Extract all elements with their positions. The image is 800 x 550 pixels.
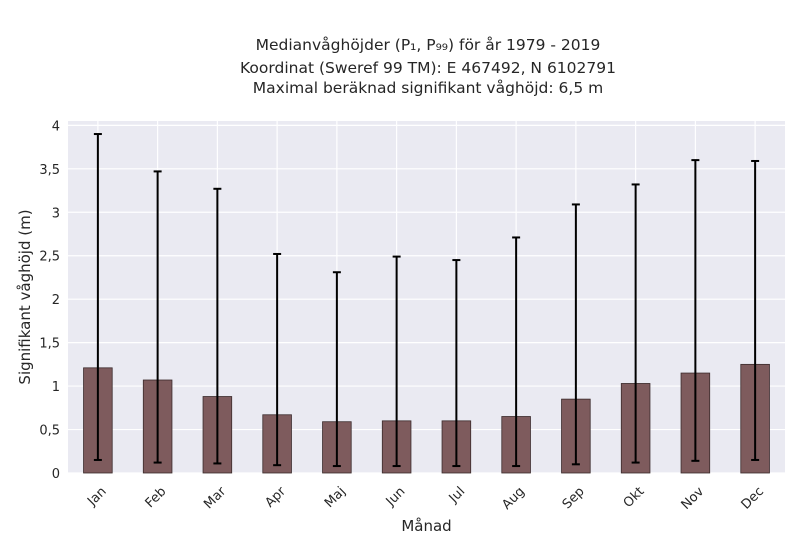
plot-area: [68, 121, 785, 473]
y-tick-label: 3,5: [39, 163, 60, 178]
x-tick-label: Feb: [143, 484, 170, 511]
x-tick-label: Mar: [201, 484, 229, 512]
x-tick-label: Jan: [84, 484, 109, 509]
x-tick-label: Jun: [383, 484, 409, 510]
y-tick-label: 4: [52, 119, 60, 134]
x-tick-label: Apr: [262, 484, 289, 511]
errorbar-series: [93, 133, 760, 468]
y-tick-label: 1: [52, 380, 60, 395]
y-gridlines: [68, 124, 785, 474]
chart-title-line-1: Medianvåghöjder (P₁, P₉₉) för år 1979 - …: [255, 36, 601, 54]
x-tick-label: Aug: [499, 484, 528, 513]
y-tick-labels: 0 0,5 1 1,5 2 2,5 3 3,5 4: [39, 119, 60, 482]
x-tick-label: Jul: [446, 484, 468, 506]
chart-title-line-3: Maximal beräknad signifikant våghöjd: 6,…: [252, 79, 604, 97]
y-axis-label: Signifikant våghöjd (m): [16, 209, 34, 384]
y-tick-label: 0,5: [39, 424, 60, 439]
x-axis-label: Månad: [401, 517, 451, 535]
y-tick-label: 2: [52, 293, 60, 308]
x-tick-label: Okt: [621, 484, 648, 511]
x-tick-label: Nov: [679, 484, 708, 513]
x-tick-label: Sep: [560, 484, 588, 512]
y-tick-label: 1,5: [39, 337, 60, 352]
x-tick-label: Maj: [322, 484, 349, 511]
y-tick-label: 3: [52, 206, 60, 221]
x-tick-labels: Jan Feb Mar Apr Maj Jun Jul Aug Sep Okt Nov Dec: [84, 484, 767, 513]
chart-title-line-2: Koordinat (Sweref 99 TM): E 467492, N 61…: [240, 59, 616, 77]
y-tick-label: 0: [52, 467, 60, 482]
y-tick-label: 2,5: [39, 250, 60, 265]
x-tick-label: Dec: [739, 484, 767, 512]
